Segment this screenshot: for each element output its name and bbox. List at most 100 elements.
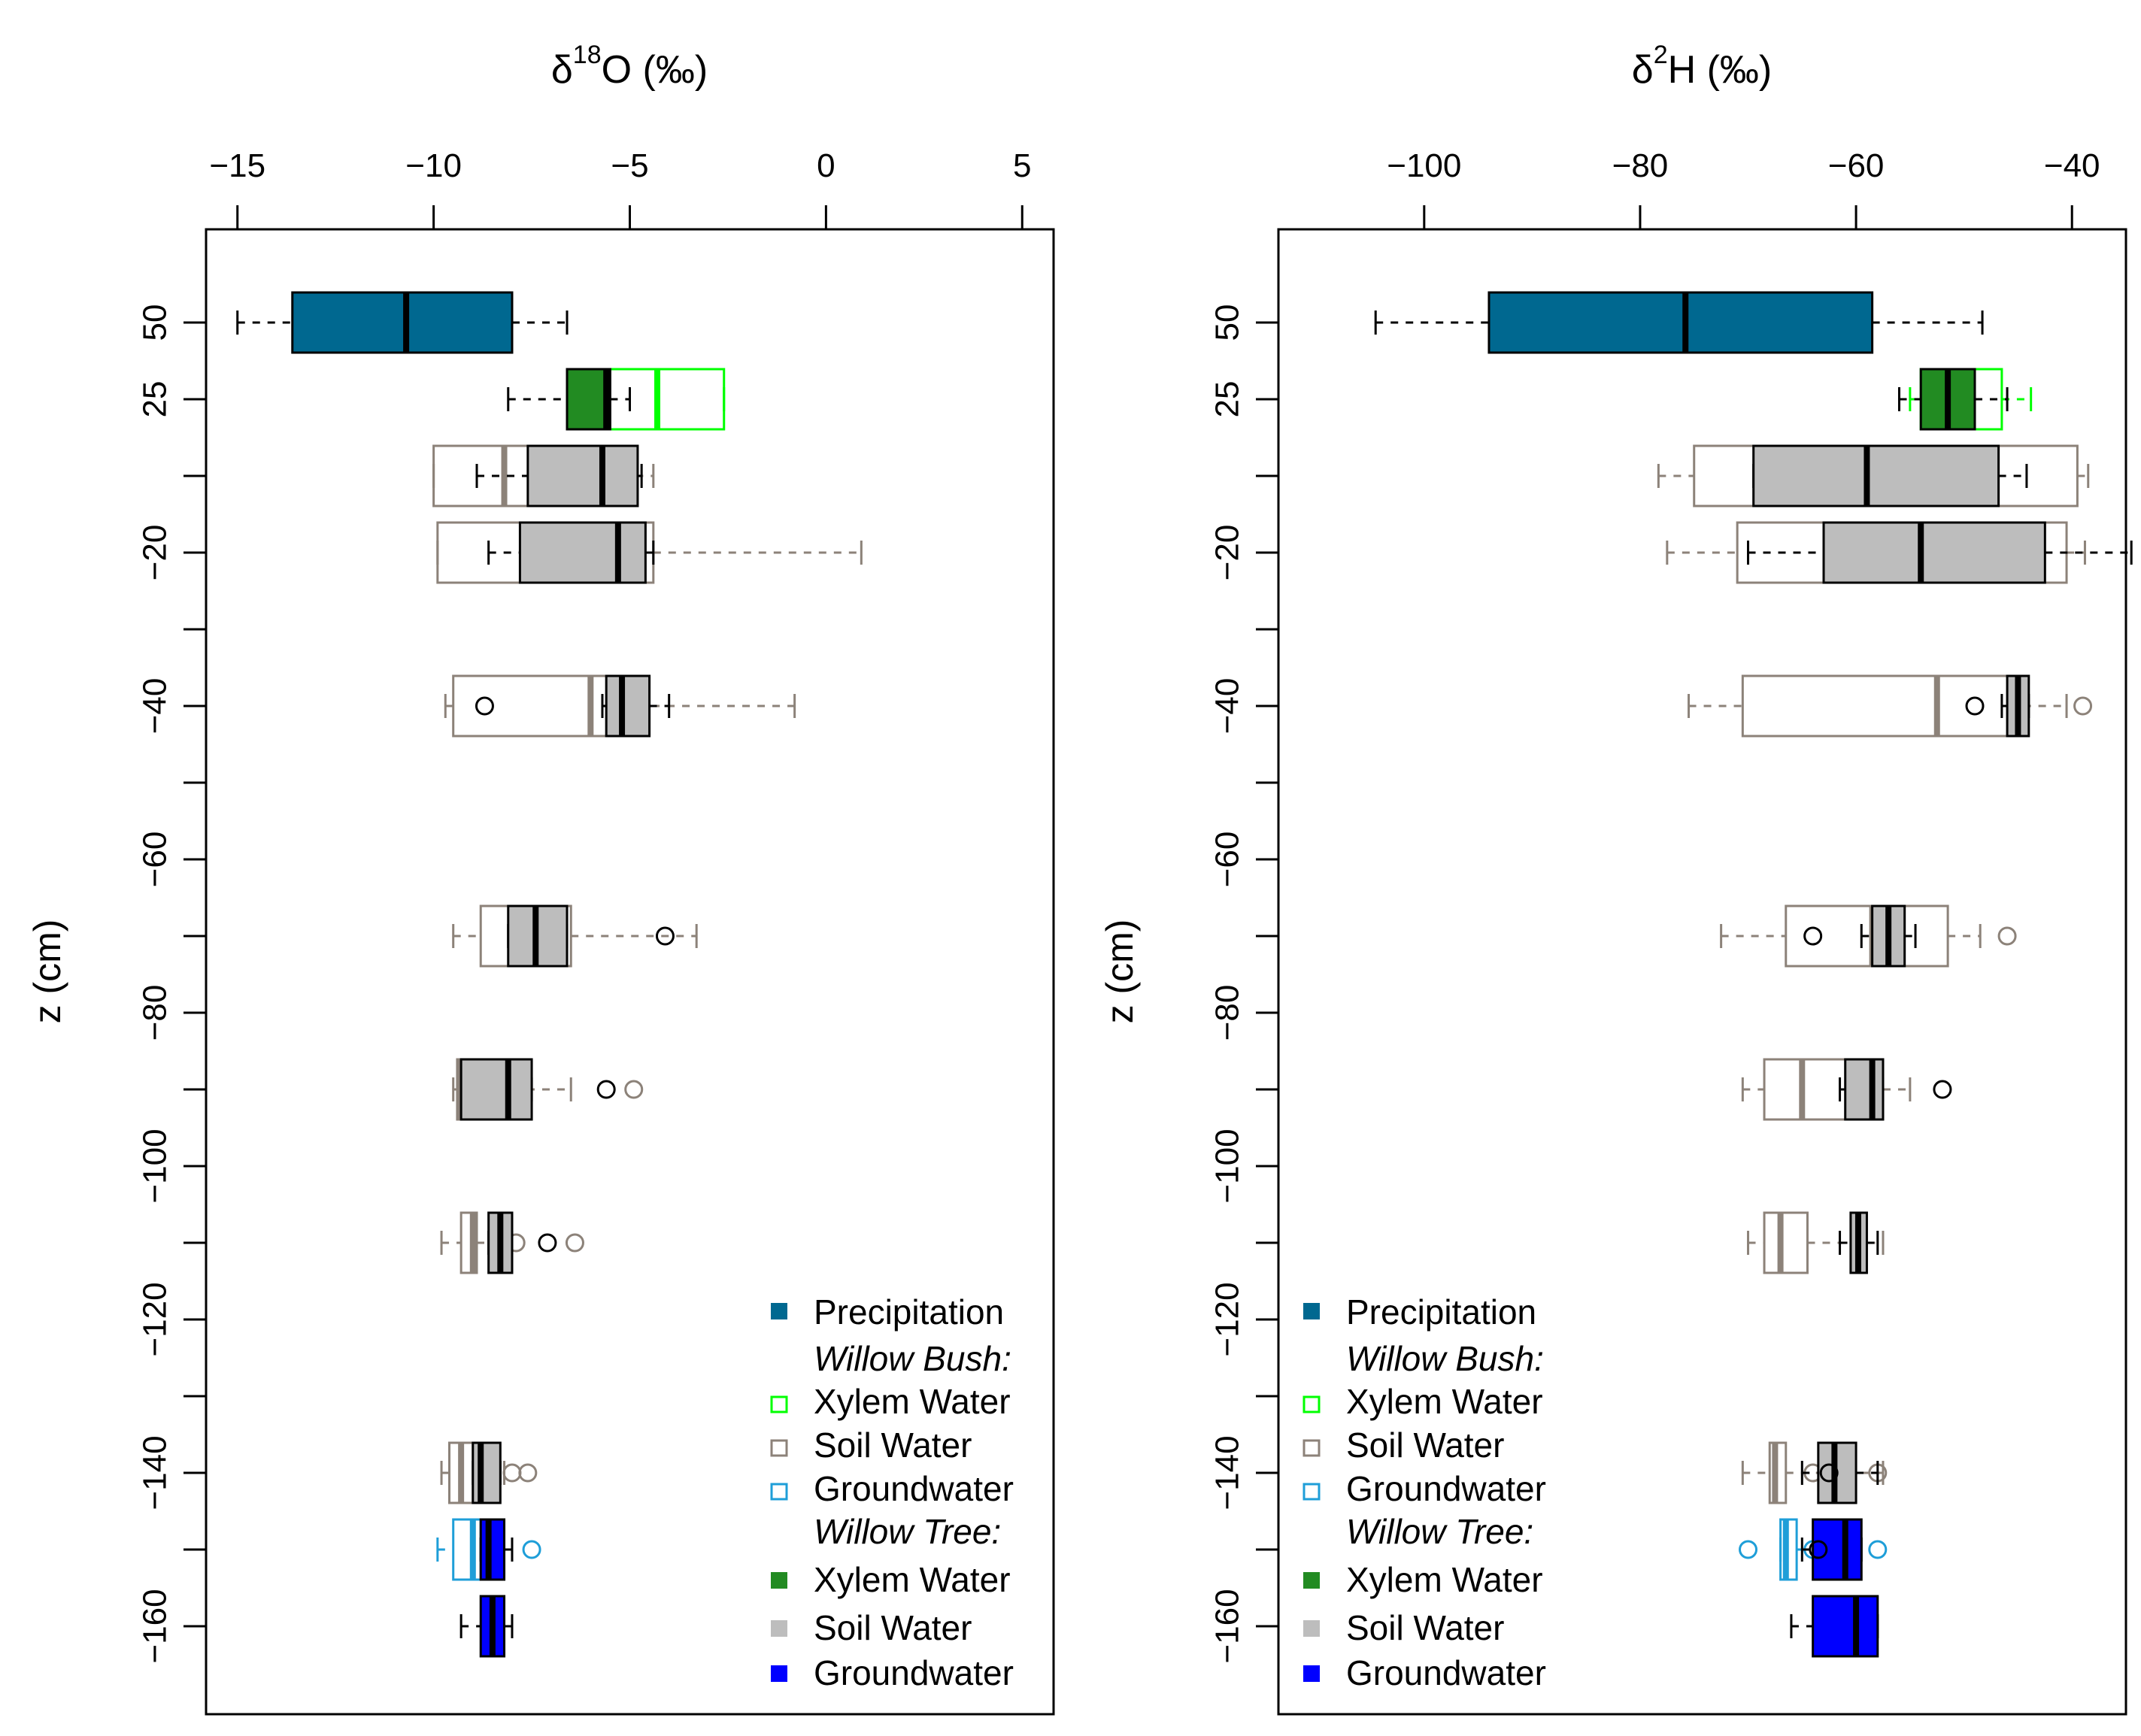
box-iqr xyxy=(479,1518,506,1581)
box-bush-soil xyxy=(1688,674,2093,738)
box-tree-soil xyxy=(1752,444,2028,507)
box-iqr xyxy=(452,674,623,738)
box-tree-soil xyxy=(487,521,655,584)
box-iqr xyxy=(1785,904,1949,968)
legend-key-bush-xylem xyxy=(1302,1395,1321,1413)
outlier-point xyxy=(1819,1463,1839,1483)
y-tick-label: 50 xyxy=(1209,304,1246,341)
legend: Precipitation Willow Bush: Xylem Water S… xyxy=(1302,1292,1546,1692)
box-precipitation xyxy=(1374,291,1984,354)
x-tick-label: −10 xyxy=(405,147,462,184)
legend-key-bush-soil xyxy=(770,1439,788,1457)
box-iqr xyxy=(1763,1211,1809,1274)
y-axis: 50 25 −20 −40 −60 −80 −100 −120 −140 −160 xyxy=(137,304,206,1664)
legend-heading-willow-tree: Willow Tree: xyxy=(1346,1512,1533,1551)
box-tree-soil xyxy=(1800,1441,1879,1504)
box-tree-xylem xyxy=(1898,368,2009,431)
outlier-point xyxy=(1965,696,1985,716)
box-tree-soil xyxy=(475,674,671,738)
box-tree-soil xyxy=(1965,674,2030,738)
box-tree-soil xyxy=(487,1211,557,1274)
box-iqr xyxy=(1844,1058,1885,1121)
legend-key-tree-groundwater xyxy=(1303,1665,1320,1682)
x-tick-label: 0 xyxy=(817,147,835,184)
box-iqr xyxy=(1487,291,1874,354)
panel-d2h: δ2H (‰) z (cm) −100 −80 −60 −40 5025−20−40−… xyxy=(1099,41,2133,1716)
outlier-point xyxy=(538,1233,557,1253)
outlier-point xyxy=(1933,1080,1952,1099)
plot-frame xyxy=(1277,228,2127,1716)
box-iqr xyxy=(1812,1595,1879,1658)
boxplot-marks xyxy=(1374,291,2133,1658)
y-tick-label: 25 xyxy=(1209,381,1246,418)
legend-label-bush-xylem: Xylem Water xyxy=(814,1382,1011,1421)
y-axis-label: z (cm) xyxy=(1099,920,1141,1024)
box-tree-soil xyxy=(475,444,643,507)
legend-label-tree-xylem: Xylem Water xyxy=(814,1560,1011,1599)
y-tick-label: −40 xyxy=(1209,678,1246,735)
outlier-point xyxy=(1868,1540,1888,1559)
legend: Precipitation Willow Bush: Xylem Water S… xyxy=(770,1292,1014,1692)
box-iqr xyxy=(452,1518,482,1581)
x-tick-label: −60 xyxy=(1828,147,1885,184)
legend-label-tree-groundwater: Groundwater xyxy=(1346,1653,1546,1692)
box-tree-soil xyxy=(507,904,675,968)
box-iqr xyxy=(605,674,651,738)
outlier-point xyxy=(1803,926,1823,946)
box-iqr xyxy=(291,291,514,354)
y-axis: 50 25 −20 −40 −60 −80 −100 −120 −140 −160 xyxy=(1209,304,1278,1664)
box-precipitation xyxy=(236,291,569,354)
legend-label-bush-xylem: Xylem Water xyxy=(1346,1382,1543,1421)
box-iqr xyxy=(459,1211,478,1274)
y-tick-label: −100 xyxy=(137,1129,174,1203)
box-tree-xylem xyxy=(507,368,631,431)
legend-key-tree-groundwater xyxy=(771,1665,787,1682)
y-tick-label: −20 xyxy=(1209,525,1246,581)
box-tree-soil xyxy=(1839,1211,1879,1274)
legend-label-tree-xylem: Xylem Water xyxy=(1346,1560,1543,1599)
x-tick-label: −15 xyxy=(209,147,265,184)
box-iqr xyxy=(459,1058,533,1121)
legend-key-bush-xylem xyxy=(770,1395,788,1413)
y-tick-label: −120 xyxy=(1209,1282,1246,1356)
y-tick-label: −60 xyxy=(1209,832,1246,888)
box-bush-soil xyxy=(452,904,698,968)
legend-key-bush-groundwater xyxy=(1302,1483,1321,1501)
legend-key-tree-xylem xyxy=(1303,1572,1320,1589)
box-iqr xyxy=(1741,674,2025,738)
legend-key-precipitation xyxy=(771,1303,787,1319)
y-tick-label: −140 xyxy=(1209,1435,1246,1510)
box-bush-soil xyxy=(1741,1441,1888,1504)
legend-label-precipitation: Precipitation xyxy=(814,1292,1004,1332)
outlier-point xyxy=(565,1233,584,1253)
y-tick-label: −160 xyxy=(137,1589,174,1663)
legend-label-precipitation: Precipitation xyxy=(1346,1292,1536,1332)
legend-label-tree-groundwater: Groundwater xyxy=(814,1653,1014,1692)
y-tick-label: −80 xyxy=(137,985,174,1041)
outlier-point xyxy=(624,1080,644,1099)
panel-title: δ18O (‰) xyxy=(551,41,708,92)
x-tick-label: −100 xyxy=(1387,147,1461,184)
box-tree-groundwater xyxy=(1790,1595,1879,1658)
legend-key-tree-soil xyxy=(1303,1620,1320,1637)
legend-heading-willow-bush: Willow Bush: xyxy=(814,1339,1011,1378)
outlier-point xyxy=(1997,926,2017,946)
y-tick-label: −160 xyxy=(1209,1589,1246,1663)
y-tick-label: −120 xyxy=(137,1282,174,1356)
panel-title: δ2H (‰) xyxy=(1632,41,1773,92)
box-tree-soil xyxy=(1803,904,1917,968)
legend-heading-willow-tree: Willow Tree: xyxy=(814,1512,1001,1551)
box-iqr xyxy=(472,1441,502,1504)
outlier-point xyxy=(596,1080,616,1099)
y-tick-label: −140 xyxy=(137,1435,174,1510)
x-axis: −15 −10 −5 0 5 xyxy=(209,147,1032,229)
box-iqr xyxy=(526,444,639,507)
outlier-point xyxy=(518,1463,538,1483)
x-tick-label: −80 xyxy=(1612,147,1669,184)
y-tick-label: 25 xyxy=(137,381,174,418)
box-bush-soil xyxy=(1741,1058,1912,1121)
outlier-point xyxy=(522,1540,541,1559)
boxplot-marks xyxy=(236,291,863,1658)
outlier-point xyxy=(2073,696,2093,716)
